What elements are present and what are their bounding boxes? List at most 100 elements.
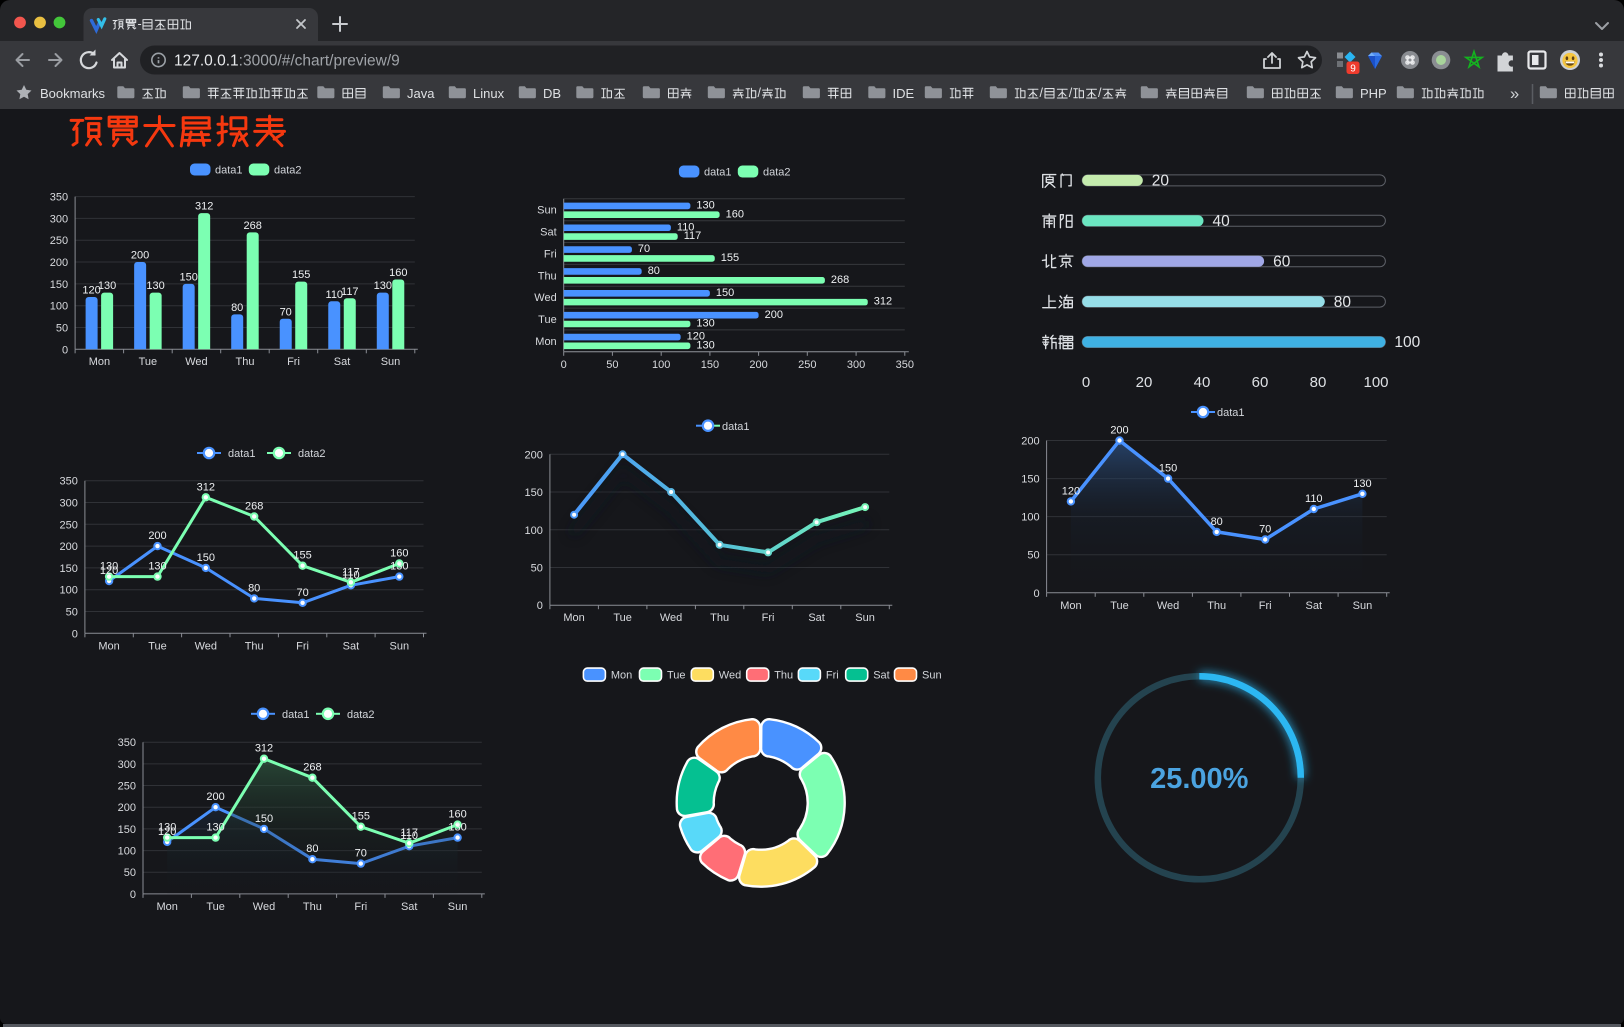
svg-text:Mon: Mon [98, 640, 119, 652]
svg-text:117: 117 [400, 827, 418, 839]
svg-text:130: 130 [206, 822, 224, 834]
svg-text:155: 155 [352, 811, 370, 823]
svg-text:250: 250 [118, 781, 136, 793]
svg-text:350: 350 [118, 737, 136, 749]
svg-text:312: 312 [195, 201, 213, 213]
svg-text:40: 40 [1213, 213, 1231, 230]
svg-text:Tue: Tue [206, 901, 225, 913]
svg-text:Sun: Sun [381, 356, 401, 368]
svg-text:130: 130 [448, 822, 466, 834]
svg-text:Sat: Sat [1306, 600, 1323, 612]
svg-text:data1: data1 [215, 165, 243, 177]
svg-text:130: 130 [696, 339, 714, 351]
svg-text:110: 110 [677, 221, 695, 233]
svg-text:Thu: Thu [538, 270, 557, 282]
svg-text:200: 200 [749, 359, 767, 371]
svg-text:110: 110 [342, 569, 360, 581]
svg-text:data2: data2 [274, 165, 302, 177]
svg-text:Wed: Wed [534, 292, 556, 304]
svg-text:150: 150 [60, 563, 78, 575]
svg-text:80: 80 [306, 843, 318, 855]
svg-text:70: 70 [296, 587, 308, 599]
svg-text:9: 9 [1350, 64, 1356, 75]
svg-text:data2: data2 [347, 709, 375, 721]
svg-text:200: 200 [118, 802, 136, 814]
svg-text:130: 130 [1353, 478, 1371, 490]
svg-text:0: 0 [130, 889, 136, 901]
svg-text:data1: data1 [228, 448, 256, 460]
svg-text:20: 20 [1152, 173, 1170, 190]
svg-text:Wed: Wed [195, 640, 217, 652]
svg-text:Sat: Sat [873, 670, 890, 682]
svg-text:200: 200 [525, 449, 543, 461]
svg-text:Wed: Wed [660, 612, 682, 624]
svg-text:Mon: Mon [563, 612, 584, 624]
svg-text:0: 0 [72, 628, 78, 640]
svg-text:100: 100 [1394, 334, 1420, 351]
svg-text:Thu: Thu [774, 670, 793, 682]
svg-text:150: 150 [701, 359, 719, 371]
svg-text:200: 200 [50, 257, 68, 269]
svg-text:155: 155 [293, 550, 311, 562]
svg-text:117: 117 [684, 230, 702, 242]
svg-text:200: 200 [1110, 425, 1128, 437]
svg-text:-: - [138, 17, 142, 31]
svg-text:»: » [1510, 85, 1519, 103]
svg-text:268: 268 [245, 501, 263, 513]
svg-text:Wed: Wed [253, 901, 275, 913]
svg-text:/: / [1098, 86, 1102, 100]
svg-text:200: 200 [1021, 436, 1039, 448]
svg-text:130: 130 [390, 561, 408, 573]
svg-text:Wed: Wed [719, 670, 741, 682]
svg-text:150: 150 [1159, 463, 1177, 475]
svg-text:268: 268 [303, 762, 321, 774]
svg-text:100: 100 [50, 301, 68, 313]
svg-text:130: 130 [148, 561, 166, 573]
svg-text:312: 312 [874, 296, 892, 308]
svg-text:268: 268 [244, 220, 262, 232]
svg-text:60: 60 [1273, 253, 1291, 270]
svg-text:40: 40 [1194, 374, 1211, 391]
svg-text:0: 0 [561, 359, 567, 371]
svg-text:Sat: Sat [401, 901, 418, 913]
svg-text:70: 70 [638, 243, 650, 255]
svg-text:350: 350 [896, 359, 914, 371]
svg-text:120: 120 [158, 826, 176, 838]
svg-text:Mon: Mon [611, 670, 632, 682]
svg-text:120: 120 [1062, 485, 1080, 497]
svg-text:100: 100 [1363, 374, 1388, 391]
svg-text:160: 160 [726, 208, 744, 220]
svg-text:Thu: Thu [1207, 600, 1226, 612]
svg-text:Sat: Sat [334, 356, 351, 368]
svg-text:130: 130 [696, 200, 714, 212]
svg-text:50: 50 [56, 323, 68, 335]
svg-text:155: 155 [292, 269, 310, 281]
svg-text:160: 160 [389, 267, 407, 279]
svg-text:117: 117 [341, 286, 359, 298]
svg-text:50: 50 [531, 563, 543, 575]
svg-text:100: 100 [1021, 512, 1039, 524]
svg-text:130: 130 [146, 280, 164, 292]
svg-text:80: 80 [1334, 294, 1352, 311]
svg-text:0: 0 [1033, 588, 1039, 600]
svg-text:Mon: Mon [535, 336, 556, 348]
svg-text:200: 200 [206, 791, 224, 803]
svg-text:data1: data1 [1217, 407, 1245, 419]
svg-text:Tue: Tue [613, 612, 632, 624]
svg-text:200: 200 [131, 250, 149, 262]
svg-text:Fri: Fri [826, 670, 839, 682]
svg-text:/: / [758, 86, 762, 100]
svg-text:130: 130 [100, 561, 118, 573]
svg-text:70: 70 [280, 306, 292, 318]
svg-text:Sun: Sun [448, 901, 468, 913]
svg-text:100: 100 [118, 846, 136, 858]
svg-text:300: 300 [50, 213, 68, 225]
svg-text:350: 350 [60, 476, 78, 488]
svg-text:Sat: Sat [808, 612, 825, 624]
svg-text:350: 350 [50, 192, 68, 204]
svg-text:120: 120 [687, 331, 705, 343]
svg-text:data1: data1 [282, 709, 310, 721]
svg-text:25.00%: 25.00% [1150, 763, 1249, 795]
svg-text:200: 200 [765, 309, 783, 321]
svg-text:70: 70 [355, 848, 367, 860]
